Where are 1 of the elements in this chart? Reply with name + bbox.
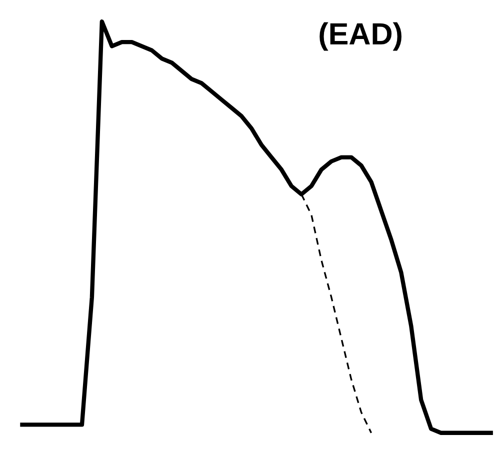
annotation: (EAD) bbox=[320, 22, 402, 51]
